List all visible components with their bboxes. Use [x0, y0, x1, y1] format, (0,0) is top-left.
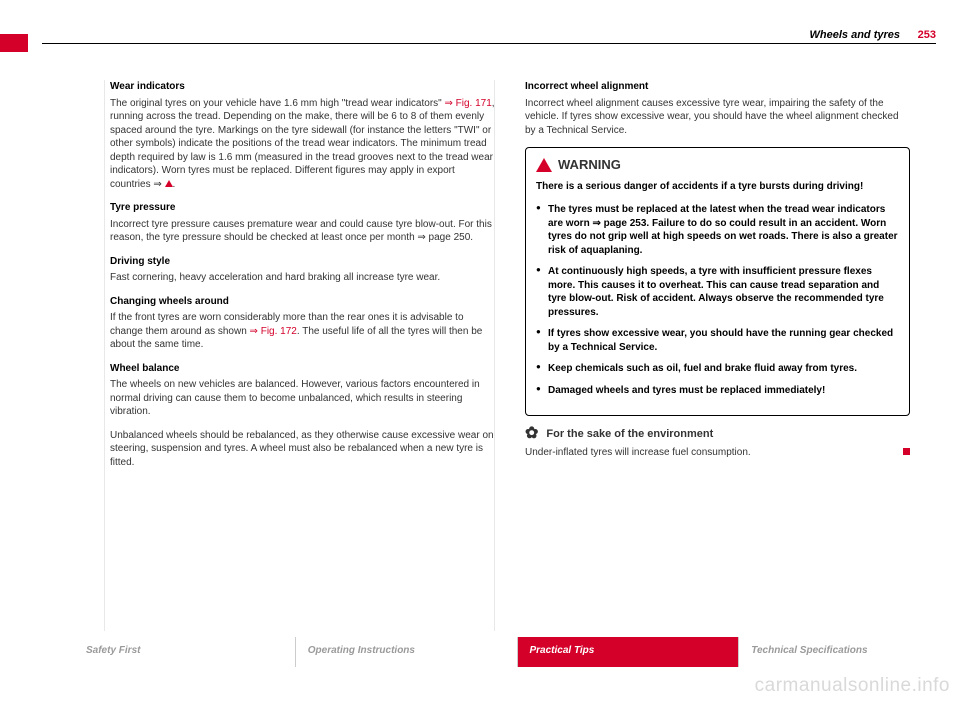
column-rule-left [104, 80, 105, 631]
environment-header: ✿ For the sake of the environment [525, 426, 910, 442]
para-changing-wheels: If the front tyres are worn considerably… [110, 311, 495, 352]
warning-title: WARNING [558, 156, 621, 174]
warning-icon [536, 158, 552, 172]
warning-item: Keep chemicals such as oil, fuel and bra… [536, 362, 899, 376]
heading-wheel-balance: Wheel balance [110, 362, 495, 376]
tab-practical-tips[interactable]: Practical Tips [517, 637, 739, 667]
para-wear-indicators: The original tyres on your vehicle have … [110, 97, 495, 192]
warning-triangle-icon [165, 180, 173, 187]
end-mark-icon [903, 448, 910, 455]
footer-spacer [0, 637, 74, 667]
warning-lead: There is a serious danger of accidents i… [536, 180, 899, 194]
section-title: Wheels and tyres [810, 29, 900, 41]
tab-safety-first[interactable]: Safety First [74, 637, 295, 667]
warning-item: Damaged wheels and tyres must be replace… [536, 384, 899, 398]
left-column: Wear indicators The original tyres on yo… [110, 80, 495, 479]
warning-list: The tyres must be replaced at the latest… [536, 203, 899, 397]
warning-item: At continuously high speeds, a tyre with… [536, 265, 899, 319]
warning-item: The tyres must be replaced at the latest… [536, 203, 899, 257]
watermark: carmanualsonline.info [755, 675, 950, 697]
tab-technical-specifications[interactable]: Technical Specifications [738, 637, 960, 667]
text: The original tyres on your vehicle have … [110, 98, 444, 109]
heading-changing-wheels: Changing wheels around [110, 295, 495, 309]
para-driving-style: Fast cornering, heavy acceleration and h… [110, 271, 495, 285]
heading-driving-style: Driving style [110, 255, 495, 269]
flower-icon: ✿ [525, 426, 538, 442]
para-wheel-balance-2: Unbalanced wheels should be rebalanced, … [110, 429, 495, 470]
environment-line: Under-inflated tyres will increase fuel … [525, 446, 910, 460]
environment-text: Under-inflated tyres will increase fuel … [525, 446, 751, 460]
warning-header: WARNING [536, 156, 899, 174]
page-content: Wear indicators The original tyres on yo… [110, 80, 910, 479]
fig-171-link[interactable]: ⇒ Fig. 171 [444, 98, 491, 109]
margin-tab [0, 34, 28, 52]
warning-item: If tyres show excessive wear, you should… [536, 327, 899, 354]
environment-title: For the sake of the environment [546, 427, 713, 442]
heading-wear-indicators: Wear indicators [110, 80, 495, 94]
heading-tyre-pressure: Tyre pressure [110, 201, 495, 215]
heading-wheel-alignment: Incorrect wheel alignment [525, 80, 910, 94]
tab-operating-instructions[interactable]: Operating Instructions [295, 637, 517, 667]
para-wheel-alignment: Incorrect wheel alignment causes excessi… [525, 97, 910, 138]
fig-172-link[interactable]: ⇒ Fig. 172 [250, 326, 297, 337]
page-number: 253 [918, 29, 936, 41]
para-tyre-pressure: Incorrect tyre pressure causes premature… [110, 218, 495, 245]
right-column: Incorrect wheel alignment Incorrect whee… [525, 80, 910, 479]
warning-box: WARNING There is a serious danger of acc… [525, 147, 910, 416]
para-wheel-balance-1: The wheels on new vehicles are balanced.… [110, 378, 495, 419]
top-rule [42, 43, 936, 44]
text: , running across the tread. Depending on… [110, 98, 495, 190]
footer-tabs: Safety First Operating Instructions Prac… [0, 637, 960, 667]
